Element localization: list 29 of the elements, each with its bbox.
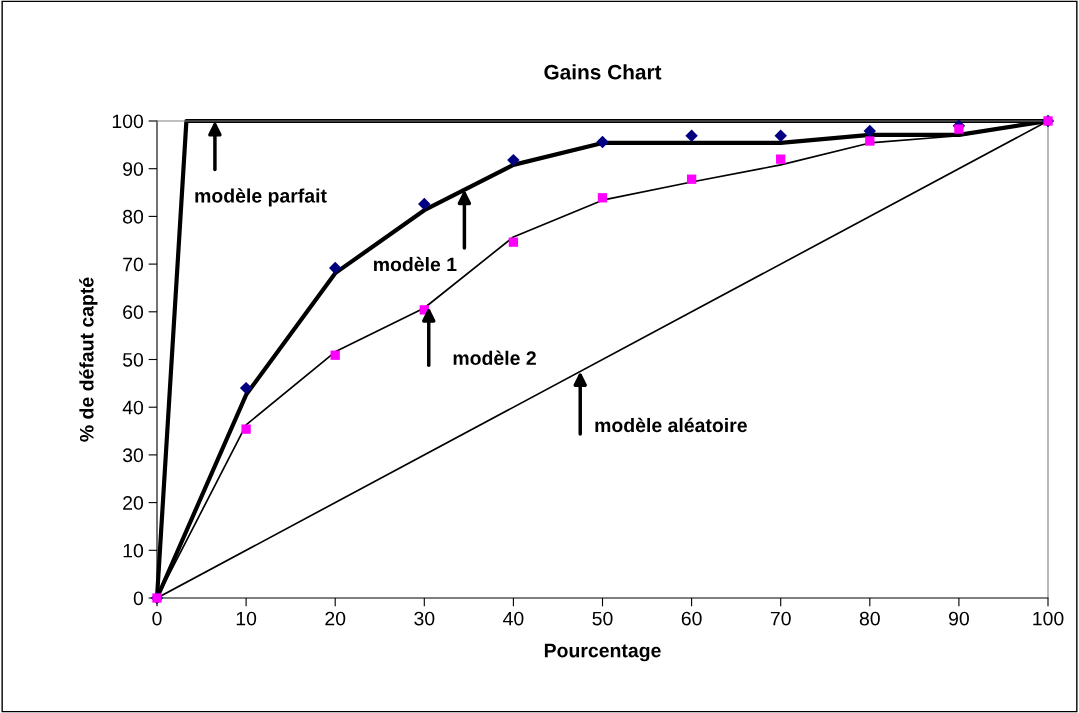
x-tick-label: 60 bbox=[681, 611, 702, 626]
y-tick-label: 60 bbox=[123, 305, 144, 320]
y-tick-label: 90 bbox=[123, 162, 144, 176]
x-tick-label: 70 bbox=[770, 611, 791, 626]
x-tick-label: 100 bbox=[1033, 611, 1064, 626]
x-tick-label: 50 bbox=[592, 611, 613, 626]
y-tick-label: 100 bbox=[112, 114, 144, 129]
annotation: modèle 2 bbox=[453, 350, 536, 366]
x-tick-label: 0 bbox=[152, 611, 162, 626]
x-tick-label: 20 bbox=[325, 611, 346, 626]
x-axis-title: Pourcentage bbox=[544, 643, 661, 662]
y-axis-title: % de défaut capté bbox=[79, 277, 98, 442]
x-tick-label: 90 bbox=[949, 611, 969, 626]
x-tick-label: 40 bbox=[503, 611, 524, 626]
y-tick-label: 10 bbox=[123, 543, 144, 558]
y-tick-label: 30 bbox=[122, 448, 144, 463]
y-tick-label: 20 bbox=[123, 496, 144, 510]
y-tick-label: 0 bbox=[133, 591, 144, 606]
x-tick-label: 30 bbox=[414, 611, 435, 626]
annotation: modèle 1 bbox=[374, 256, 457, 272]
chart-title: Gains Chart bbox=[544, 64, 662, 80]
y-tick-label: 40 bbox=[122, 400, 144, 415]
y-tick-label: 70 bbox=[123, 257, 144, 272]
annotation: modèle parfait bbox=[195, 188, 327, 207]
annotation: modèle aléatoire bbox=[595, 417, 747, 433]
y-tick-label: 50 bbox=[122, 352, 144, 367]
x-tick-label: 80 bbox=[859, 611, 880, 626]
y-tick-label: 80 bbox=[123, 209, 144, 224]
x-tick-label: 10 bbox=[236, 611, 257, 626]
